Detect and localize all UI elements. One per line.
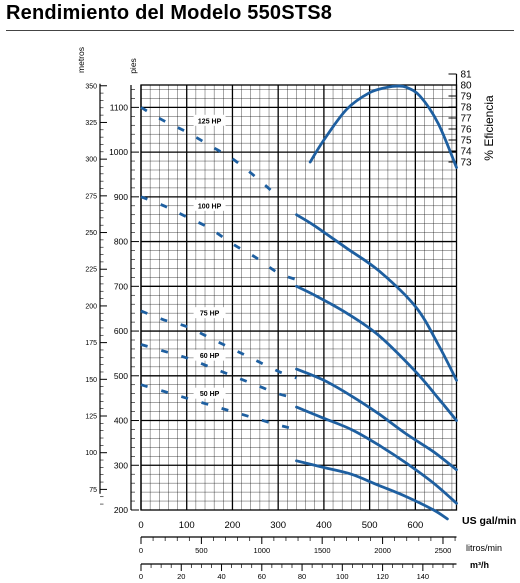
meters-tick-label: 150 xyxy=(85,377,97,384)
feet-axis-label: pies xyxy=(128,58,138,74)
curve-solid-unnamed-5 xyxy=(295,459,449,521)
meters-tick-label: 275 xyxy=(85,193,97,200)
efficiency-axis-label: % Eficiencia xyxy=(482,95,496,161)
series-label: 125 HP xyxy=(198,118,222,125)
meters-tick-label: 225 xyxy=(85,267,97,274)
series-label-bg xyxy=(193,307,226,319)
m3h-tick-label: 140 xyxy=(417,572,430,581)
lpm-tick-label: 1500 xyxy=(314,546,331,555)
meters-tick-label: 75 xyxy=(89,487,97,494)
m3h-tick-label: 60 xyxy=(258,572,266,581)
label-layer: 125 HP 100 HP 75 HP 60 HP 50 HP xyxy=(193,114,226,399)
lpm-tick-label: 2000 xyxy=(374,546,391,555)
curve-solid-75-hp xyxy=(295,284,458,422)
plot-border xyxy=(140,84,458,511)
series-label: 60 HP xyxy=(200,353,220,360)
title-rule xyxy=(6,30,514,31)
meters-tick-label: 325 xyxy=(85,120,97,127)
feet-tick-label: 700 xyxy=(114,281,128,291)
m3h-tick-label: 80 xyxy=(298,572,306,581)
gpm-tick-label: 600 xyxy=(407,520,423,531)
efficiency-tick-label: 76 xyxy=(461,125,473,136)
curve-solid-50-hp xyxy=(295,405,458,505)
gpm-axis-label: US gal/min xyxy=(462,515,516,527)
gpm-tick-label: 500 xyxy=(362,520,378,531)
series-label: 100 HP xyxy=(198,203,222,210)
axes-layer: 75100125150175200225250275300325350metro… xyxy=(76,47,516,581)
feet-tick-label: 600 xyxy=(114,326,128,336)
lpm-axis-label: litros/min xyxy=(466,543,502,553)
efficiency-tick-label: 77 xyxy=(461,114,473,125)
series-label: 50 HP xyxy=(200,391,220,398)
curve-dashed-50-hp xyxy=(140,383,297,431)
meters-tick-label: 100 xyxy=(85,450,97,457)
efficiency-curve xyxy=(308,84,458,169)
efficiency-tick-label: 80 xyxy=(461,81,473,92)
lpm-tick-label: 1000 xyxy=(253,546,270,555)
feet-tick-label: 900 xyxy=(114,192,128,202)
m3h-axis-label: m³/h xyxy=(470,560,489,570)
curve-dashed-100-hp xyxy=(140,195,297,281)
efficiency-tick-label: 79 xyxy=(461,92,473,103)
lpm-tick-label: 500 xyxy=(195,546,208,555)
feet-tick-label: 300 xyxy=(114,460,128,470)
lpm-tick-label: 0 xyxy=(139,546,143,555)
curve-dashed-125-hp xyxy=(140,106,280,198)
efficiency-tick-label: 81 xyxy=(461,70,473,81)
meters-tick-label: 125 xyxy=(85,414,97,421)
curve-layer xyxy=(140,84,458,521)
feet-tick-label: 1100 xyxy=(110,102,129,112)
gpm-tick-label: 0 xyxy=(138,520,143,531)
series-label: 75 HP xyxy=(200,311,220,318)
gpm-tick-label: 400 xyxy=(316,520,332,531)
series-label-bg xyxy=(193,114,226,126)
gpm-tick-label: 200 xyxy=(225,520,241,531)
curve-solid-60-hp xyxy=(295,367,458,472)
curve-dashed-75-hp xyxy=(140,309,297,380)
m3h-tick-label: 100 xyxy=(336,572,349,581)
grid-layer xyxy=(140,84,458,511)
m3h-tick-label: 0 xyxy=(139,572,143,581)
gpm-tick-label: 300 xyxy=(270,520,286,531)
efficiency-tick-label: 74 xyxy=(461,147,473,158)
curve-dashed-60-hp xyxy=(140,343,297,400)
meters-tick-label: 200 xyxy=(85,303,97,310)
series-label-bg xyxy=(193,199,226,211)
feet-tick-label: 800 xyxy=(114,237,128,247)
meters-axis-label: metros xyxy=(76,47,86,73)
feet-tick-label: 500 xyxy=(114,371,128,381)
curve-solid-100-hp xyxy=(295,213,458,382)
m3h-tick-label: 20 xyxy=(177,572,185,581)
feet-tick-label: 200 xyxy=(114,505,128,515)
chart-title: Rendimiento del Modelo 550STS8 xyxy=(6,2,333,24)
feet-tick-label: 400 xyxy=(114,416,128,426)
efficiency-tick-label: 73 xyxy=(461,158,473,169)
series-label-bg xyxy=(193,387,226,399)
plot-background xyxy=(141,85,457,510)
meters-tick-label: 175 xyxy=(85,340,97,347)
series-label-bg xyxy=(193,349,226,361)
m3h-tick-label: 40 xyxy=(217,572,225,581)
meters-tick-label: 300 xyxy=(85,157,97,164)
meters-tick-label: 250 xyxy=(85,230,97,237)
feet-tick-label: 1000 xyxy=(109,147,128,157)
efficiency-tick-label: 75 xyxy=(461,136,473,147)
meters-tick-label: 350 xyxy=(85,83,97,90)
m3h-tick-label: 120 xyxy=(376,572,389,581)
gpm-tick-label: 100 xyxy=(179,520,195,531)
lpm-tick-label: 2500 xyxy=(435,546,452,555)
efficiency-tick-label: 78 xyxy=(461,103,473,114)
